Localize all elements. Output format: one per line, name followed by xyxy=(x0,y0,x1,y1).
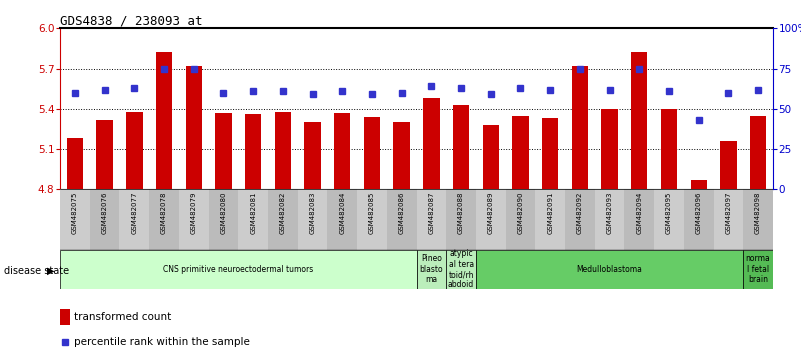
Bar xyxy=(654,189,684,250)
Bar xyxy=(594,189,625,250)
Bar xyxy=(393,122,410,189)
Text: GSM482082: GSM482082 xyxy=(280,191,286,234)
Bar xyxy=(298,189,328,250)
Bar xyxy=(215,113,231,189)
Text: GSM482080: GSM482080 xyxy=(220,191,227,234)
Bar xyxy=(119,189,149,250)
Bar xyxy=(423,98,440,189)
Text: GSM482097: GSM482097 xyxy=(726,191,731,234)
Text: GSM482076: GSM482076 xyxy=(102,191,107,234)
Bar xyxy=(690,180,706,189)
Text: GSM482093: GSM482093 xyxy=(606,191,613,234)
Bar xyxy=(417,189,446,250)
Text: GSM482094: GSM482094 xyxy=(636,191,642,234)
Bar xyxy=(156,52,172,189)
Text: GSM482077: GSM482077 xyxy=(131,191,137,234)
Text: ▶: ▶ xyxy=(47,266,54,276)
Bar xyxy=(328,189,357,250)
Text: Pineo
blasto
ma: Pineo blasto ma xyxy=(420,255,443,284)
Bar xyxy=(417,250,446,289)
Bar xyxy=(275,112,291,189)
Bar xyxy=(542,118,558,189)
Bar xyxy=(505,189,535,250)
Text: GSM482079: GSM482079 xyxy=(191,191,197,234)
Text: GSM482075: GSM482075 xyxy=(72,191,78,234)
Text: GSM482088: GSM482088 xyxy=(458,191,464,234)
Text: norma
l fetal
brain: norma l fetal brain xyxy=(746,255,771,284)
Bar xyxy=(513,115,529,189)
Bar xyxy=(446,189,476,250)
Bar xyxy=(476,189,505,250)
Text: GSM482081: GSM482081 xyxy=(250,191,256,234)
Bar xyxy=(387,189,417,250)
Text: GSM482098: GSM482098 xyxy=(755,191,761,234)
Bar xyxy=(625,189,654,250)
Bar xyxy=(714,189,743,250)
Bar xyxy=(96,120,113,189)
Bar xyxy=(245,114,261,189)
Bar xyxy=(476,250,743,289)
Text: GSM482084: GSM482084 xyxy=(340,191,345,234)
Bar xyxy=(535,189,565,250)
Bar xyxy=(179,189,208,250)
Text: GSM482092: GSM482092 xyxy=(577,191,583,234)
Text: GSM482086: GSM482086 xyxy=(399,191,405,234)
Text: percentile rank within the sample: percentile rank within the sample xyxy=(74,337,250,347)
Bar xyxy=(750,115,767,189)
Text: GSM482078: GSM482078 xyxy=(161,191,167,234)
Bar xyxy=(661,109,677,189)
Bar xyxy=(720,141,737,189)
Bar xyxy=(565,189,594,250)
Bar xyxy=(334,113,350,189)
Bar xyxy=(66,138,83,189)
Bar xyxy=(60,250,417,289)
Text: CNS primitive neuroectodermal tumors: CNS primitive neuroectodermal tumors xyxy=(163,265,313,274)
Bar xyxy=(364,117,380,189)
Bar xyxy=(304,122,320,189)
Text: GSM482089: GSM482089 xyxy=(488,191,493,234)
Bar xyxy=(631,52,647,189)
Text: atypic
al tera
toid/rh
abdoid: atypic al tera toid/rh abdoid xyxy=(448,249,474,290)
Text: GDS4838 / 238093_at: GDS4838 / 238093_at xyxy=(60,14,203,27)
Bar xyxy=(127,112,143,189)
Bar xyxy=(149,189,179,250)
Bar xyxy=(684,189,714,250)
Bar xyxy=(483,125,499,189)
Text: GSM482096: GSM482096 xyxy=(696,191,702,234)
Text: GSM482091: GSM482091 xyxy=(547,191,553,234)
Bar xyxy=(357,189,387,250)
Bar xyxy=(268,189,298,250)
Bar xyxy=(572,66,588,189)
Text: disease state: disease state xyxy=(4,266,69,276)
Text: GSM482095: GSM482095 xyxy=(666,191,672,234)
Bar xyxy=(60,309,70,325)
Text: GSM482090: GSM482090 xyxy=(517,191,524,234)
Bar xyxy=(453,105,469,189)
Bar xyxy=(743,189,773,250)
Bar xyxy=(208,189,239,250)
Text: GSM482085: GSM482085 xyxy=(369,191,375,234)
Bar xyxy=(743,250,773,289)
Text: GSM482087: GSM482087 xyxy=(429,191,434,234)
Bar xyxy=(60,189,90,250)
Text: GSM482083: GSM482083 xyxy=(309,191,316,234)
Bar xyxy=(90,189,119,250)
Bar xyxy=(602,109,618,189)
Bar xyxy=(446,250,476,289)
Bar xyxy=(239,189,268,250)
Bar xyxy=(186,66,202,189)
Text: transformed count: transformed count xyxy=(74,312,171,322)
Text: Medulloblastoma: Medulloblastoma xyxy=(577,265,642,274)
